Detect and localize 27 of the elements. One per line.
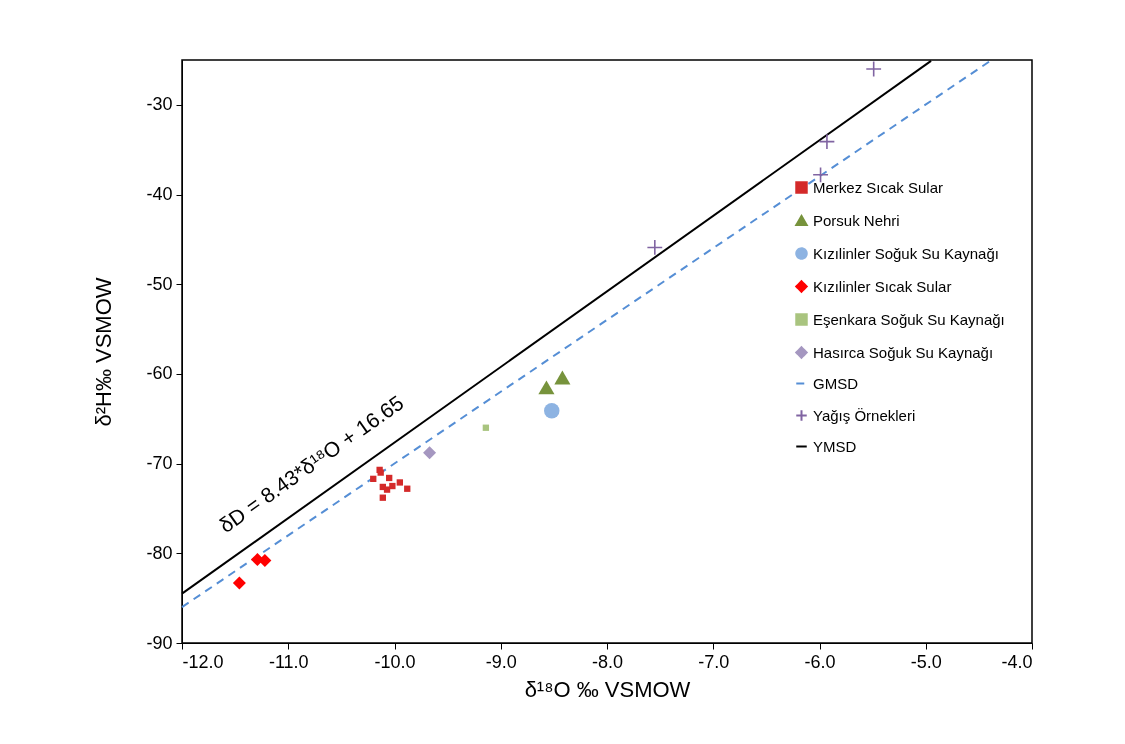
y-tick-label: -70 bbox=[146, 453, 173, 474]
legend-label: Eşenkara Soğuk Su Kaynağı bbox=[813, 310, 1005, 328]
x-tick-label: -7.0 bbox=[698, 651, 730, 672]
x-tick-label: -6.0 bbox=[804, 651, 836, 672]
legend-label: Yağış Örnekleri bbox=[813, 406, 916, 424]
legend-label: YMSD bbox=[813, 437, 857, 455]
x-tick-label: -12.0 bbox=[182, 651, 224, 672]
y-tick-label: -40 bbox=[146, 184, 173, 205]
x-tick-label: -8.0 bbox=[591, 651, 624, 672]
y-tick-label: -50 bbox=[146, 273, 173, 294]
legend-label: Kızılinler Soğuk Su Kaynağı bbox=[813, 244, 999, 262]
legend-label: Porsuk Nehri bbox=[813, 211, 900, 229]
legend-label: Merkez Sıcak Sular bbox=[813, 178, 944, 196]
x-tick-label: -11.0 bbox=[268, 651, 309, 672]
legend-label: GMSD bbox=[813, 374, 859, 392]
x-tick-label: -9.0 bbox=[485, 651, 517, 672]
legend-label: Kızılinler Sıcak Sular bbox=[813, 277, 952, 295]
y-tick-label: -30 bbox=[146, 94, 173, 115]
x-tick-label: -5.0 bbox=[910, 651, 942, 672]
y-tick-label: -80 bbox=[146, 542, 173, 563]
y-tick-label: -90 bbox=[146, 632, 173, 653]
x-tick-label: -4.0 bbox=[1001, 651, 1033, 672]
x-tick-label: -10.0 bbox=[374, 651, 416, 672]
y-axis-title: δ²H‰ VSMOW bbox=[91, 277, 117, 427]
x-axis-title: δ¹⁸O ‰ VSMOW bbox=[524, 676, 691, 702]
y-tick-label: -60 bbox=[146, 363, 173, 384]
legend-label: Hasırca Soğuk Su Kaynağı bbox=[813, 343, 994, 361]
